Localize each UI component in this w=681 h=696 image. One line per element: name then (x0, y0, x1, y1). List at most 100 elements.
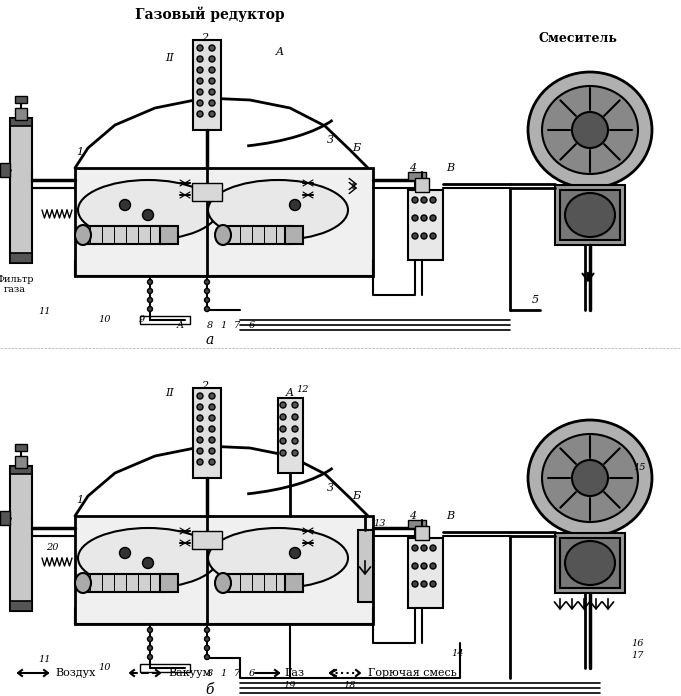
Text: 17: 17 (632, 651, 644, 661)
Text: 18: 18 (344, 681, 356, 690)
Ellipse shape (565, 541, 615, 585)
Ellipse shape (78, 180, 218, 240)
Bar (15, 108, 27, 120)
Bar (192, 183, 222, 201)
Circle shape (197, 459, 203, 465)
Bar (10, 118, 32, 126)
Circle shape (142, 557, 153, 569)
Circle shape (148, 280, 153, 285)
Circle shape (148, 628, 153, 633)
Text: Горючая смесь: Горючая смесь (368, 668, 457, 678)
Circle shape (119, 200, 131, 210)
Text: Смеситель: Смеситель (539, 31, 618, 45)
Circle shape (412, 581, 418, 587)
Circle shape (204, 297, 210, 303)
Text: 8: 8 (207, 320, 213, 329)
Bar (15, 456, 27, 468)
Bar (415, 178, 429, 192)
Text: 5: 5 (531, 295, 539, 305)
Text: 1: 1 (76, 495, 84, 505)
Text: 12: 12 (297, 386, 309, 395)
Circle shape (412, 545, 418, 551)
Circle shape (572, 460, 608, 496)
Ellipse shape (528, 420, 652, 536)
Circle shape (148, 637, 153, 642)
Bar (75, 168, 373, 276)
Text: 19: 19 (284, 681, 296, 690)
Bar (15, 444, 27, 451)
Ellipse shape (208, 180, 348, 240)
Circle shape (209, 437, 215, 443)
Text: Вакуум: Вакуум (168, 668, 211, 678)
Bar (85, 574, 165, 592)
Circle shape (412, 197, 418, 203)
Circle shape (197, 393, 203, 399)
Bar (10, 601, 32, 611)
Bar (160, 574, 178, 592)
Circle shape (421, 197, 427, 203)
Circle shape (197, 426, 203, 432)
Ellipse shape (215, 573, 231, 593)
Bar (85, 226, 165, 244)
Bar (358, 530, 373, 602)
Circle shape (197, 415, 203, 421)
Circle shape (209, 89, 215, 95)
Circle shape (292, 414, 298, 420)
Text: 7: 7 (234, 668, 240, 677)
Text: A: A (276, 47, 284, 57)
Text: 10: 10 (99, 315, 111, 324)
Circle shape (280, 450, 286, 456)
Circle shape (197, 56, 203, 62)
Text: 4: 4 (409, 511, 417, 521)
Circle shape (119, 548, 131, 558)
Ellipse shape (208, 528, 348, 588)
Bar (192, 531, 222, 549)
Circle shape (148, 306, 153, 312)
Bar (555, 185, 625, 245)
Circle shape (412, 215, 418, 221)
Circle shape (421, 215, 427, 221)
Bar (555, 533, 625, 593)
Ellipse shape (78, 528, 218, 588)
Bar (408, 172, 426, 180)
Text: Б: Б (352, 491, 360, 501)
Circle shape (142, 209, 153, 221)
Circle shape (289, 548, 300, 558)
Circle shape (197, 89, 203, 95)
Text: Газ: Газ (284, 668, 304, 678)
Bar (193, 40, 221, 130)
Text: 20: 20 (46, 544, 59, 553)
Text: 10: 10 (99, 663, 111, 672)
Circle shape (209, 448, 215, 454)
Circle shape (197, 67, 203, 73)
Circle shape (197, 45, 203, 51)
Bar (0, 163, 10, 177)
Ellipse shape (75, 573, 91, 593)
Text: 1: 1 (76, 147, 84, 157)
Text: 14: 14 (452, 649, 464, 658)
Circle shape (292, 438, 298, 444)
Circle shape (412, 563, 418, 569)
Circle shape (421, 233, 427, 239)
Text: 16: 16 (632, 638, 644, 647)
Circle shape (292, 450, 298, 456)
Circle shape (197, 448, 203, 454)
Text: 7: 7 (234, 320, 240, 329)
Circle shape (412, 233, 418, 239)
Text: 6: 6 (249, 320, 255, 329)
Bar (415, 526, 429, 540)
Circle shape (572, 112, 608, 148)
Circle shape (148, 297, 153, 303)
Bar (225, 574, 290, 592)
Circle shape (209, 100, 215, 106)
Circle shape (421, 545, 427, 551)
Text: Б: Б (352, 143, 360, 153)
Circle shape (292, 402, 298, 408)
Text: б: б (206, 683, 215, 696)
Text: газа: газа (4, 285, 26, 294)
Circle shape (430, 581, 436, 587)
Circle shape (197, 404, 203, 410)
Text: 3: 3 (326, 135, 334, 145)
Circle shape (209, 78, 215, 84)
Circle shape (197, 111, 203, 117)
